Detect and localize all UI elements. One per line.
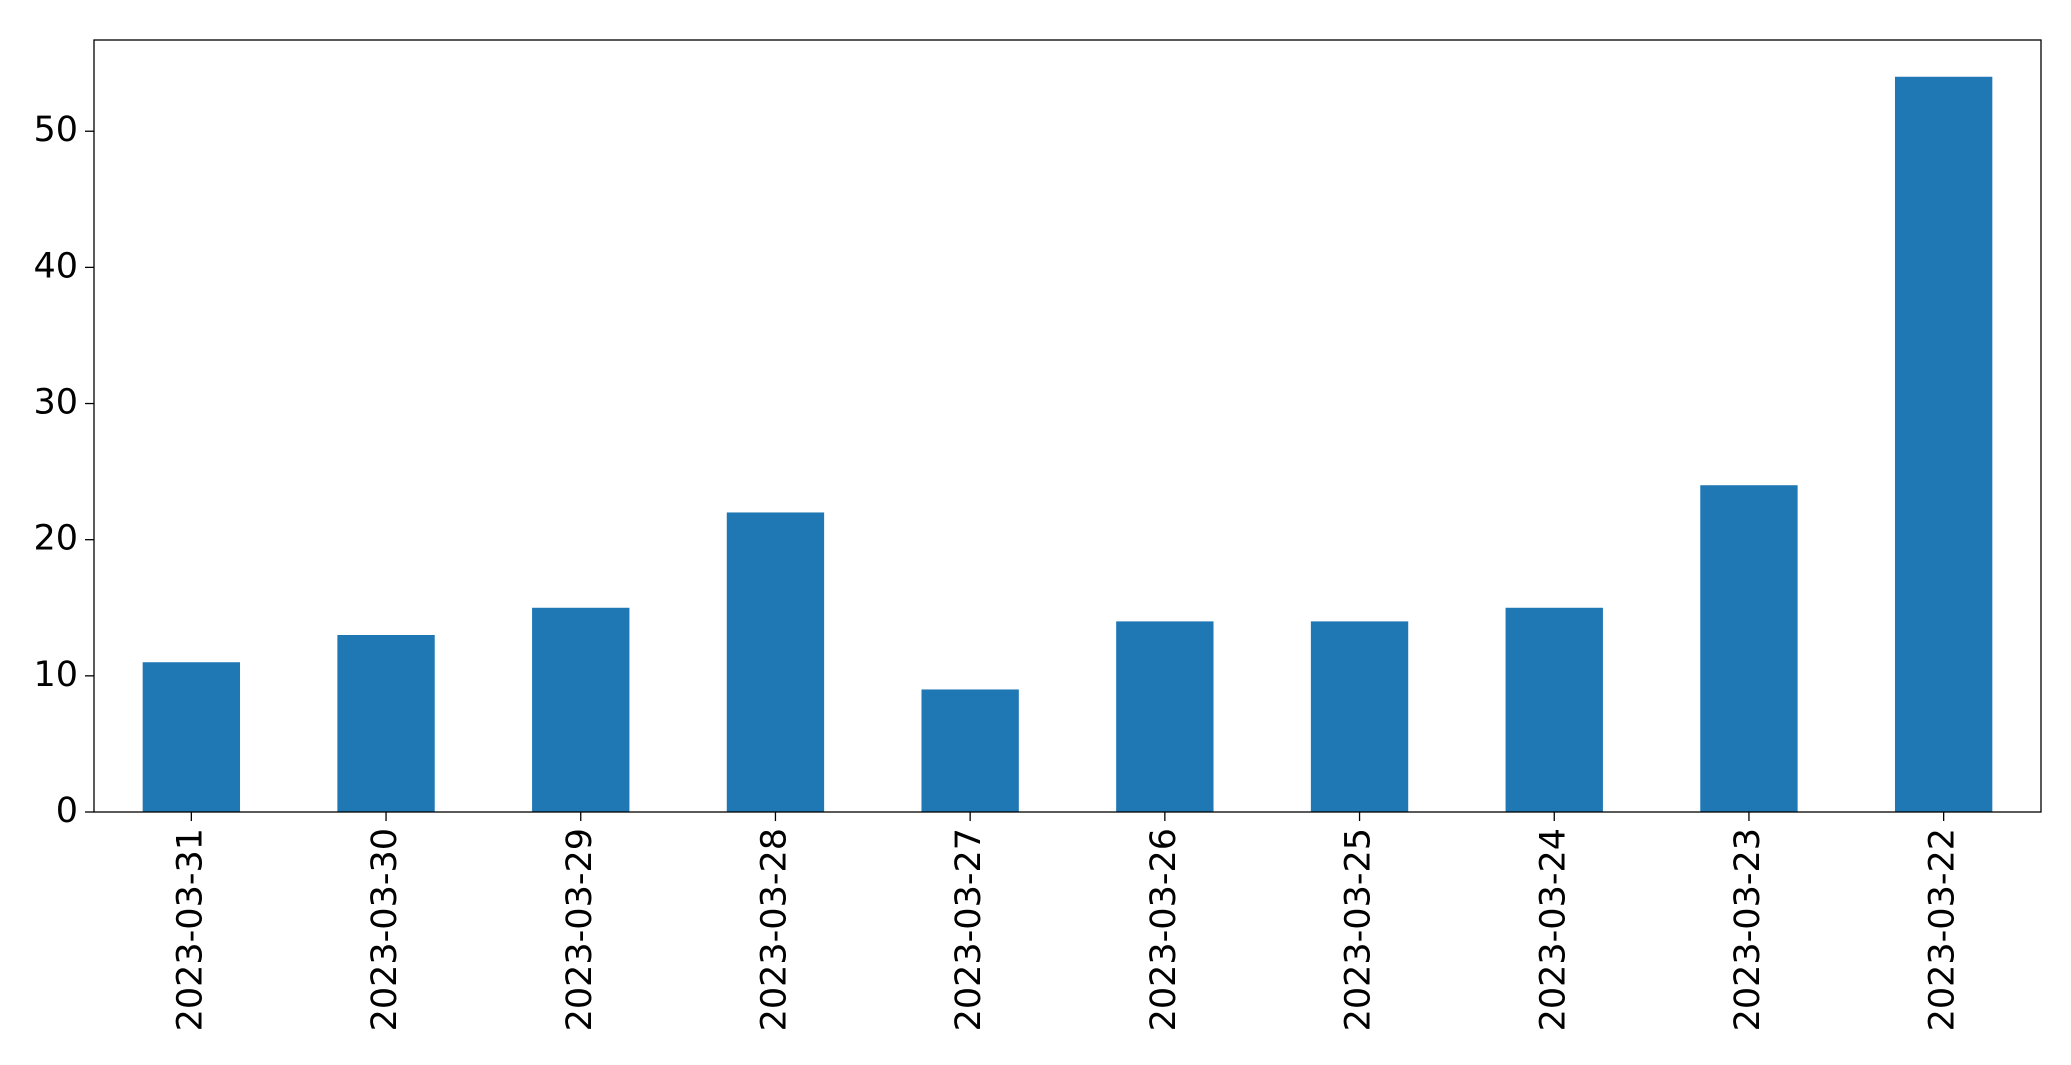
x-tick-label: 2023-03-22: [1923, 828, 1963, 1031]
bar: [1116, 621, 1214, 812]
y-tick-label: 10: [33, 655, 78, 695]
x-tick-label: 2023-03-29: [560, 828, 600, 1031]
x-tick-label: 2023-03-27: [949, 828, 989, 1031]
x-tick-label: 2023-03-24: [1533, 828, 1573, 1031]
y-tick-label: 0: [56, 791, 78, 831]
y-tick-label: 30: [33, 383, 78, 423]
bar: [337, 634, 435, 812]
bar: [1894, 76, 1993, 812]
x-tick-label: 2023-03-23: [1728, 828, 1768, 1031]
bar: [1505, 607, 1603, 812]
bar: [921, 689, 1019, 812]
bar: [1310, 621, 1409, 812]
x-tick-label: 2023-03-28: [754, 828, 794, 1031]
x-tick-label: 2023-03-25: [1339, 828, 1379, 1031]
y-tick-label: 20: [33, 519, 78, 559]
bar: [532, 607, 630, 812]
bar: [1700, 485, 1798, 812]
bar: [726, 512, 825, 812]
axes-frame: [93, 39, 2042, 813]
y-tick-label: 50: [33, 110, 78, 150]
x-tick-label: 2023-03-31: [170, 828, 210, 1031]
x-tick-label: 2023-03-26: [1144, 828, 1184, 1031]
y-tick-label: 40: [33, 246, 78, 286]
bar: [142, 662, 241, 812]
x-tick-label: 2023-03-30: [365, 828, 405, 1031]
